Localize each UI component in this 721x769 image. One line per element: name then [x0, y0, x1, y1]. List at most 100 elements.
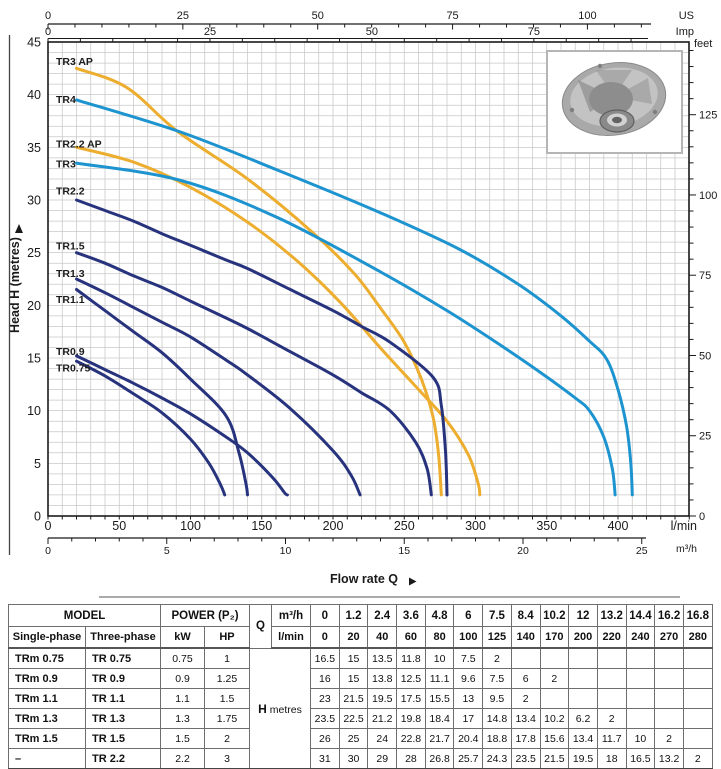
three-phase-model: TR 1.3	[85, 708, 161, 729]
head-value: 23.5	[310, 708, 340, 729]
curve-label-tr1-3: TR1.3	[56, 268, 85, 280]
head-value: 15.6	[539, 728, 570, 749]
up-arrow-icon	[15, 224, 23, 233]
y-axis-metres: 0 5 10 15 20 25 30 35 40 45	[27, 36, 41, 524]
svg-text:25: 25	[699, 431, 711, 443]
svg-text:50: 50	[112, 519, 126, 533]
table-row-tr-1-3: TRm 1.3 TR 1.3 1.3 1.75 23.5 22.5 21.2 19.8 18.4…	[8, 708, 713, 729]
head-value: 2	[654, 728, 684, 749]
q-lmin-value: 20	[338, 626, 369, 649]
q-m3h-value: 16.8	[682, 604, 713, 627]
head-value	[568, 688, 598, 709]
head-value	[654, 647, 684, 669]
head-value	[654, 688, 684, 709]
power-header: POWER (P₂)	[160, 604, 250, 627]
head-value	[625, 647, 656, 669]
curve-tr2-2	[75, 198, 449, 497]
head-value: 20.4	[453, 728, 484, 749]
svg-text:25: 25	[27, 246, 41, 260]
svg-text:25: 25	[636, 545, 648, 557]
head-value: 19.5	[568, 748, 598, 769]
svg-text:15: 15	[398, 545, 410, 557]
head-value: 25.7	[453, 748, 484, 769]
head-value: 10	[424, 647, 455, 669]
head-value	[625, 708, 656, 729]
head-value: 13.4	[568, 728, 598, 749]
head-value: 23.5	[510, 748, 541, 769]
h-metres-label: H metres	[249, 647, 311, 769]
table-row-tr-0-75: TRm 0.75 TR 0.75 0.75 1 H metres 16.5 15 13.5 11…	[8, 647, 713, 769]
curve-tr0-9	[75, 354, 289, 497]
head-value: 13	[453, 688, 484, 709]
svg-text:0: 0	[699, 511, 705, 523]
head-value: 11.8	[396, 647, 426, 669]
head-value: 21.5	[539, 748, 570, 769]
q-lmin-value: 280	[682, 626, 713, 649]
svg-text:10: 10	[280, 545, 292, 557]
svg-text:30: 30	[27, 194, 41, 208]
q-lmin-value: 0	[310, 626, 340, 649]
svg-text:15: 15	[27, 352, 41, 366]
single-phase-model: TRm 0.75	[8, 647, 86, 669]
three-phase-model: TR 1.1	[85, 688, 161, 709]
kw-value: 1.5	[160, 728, 205, 749]
hp-value: 1	[204, 647, 250, 669]
head-value: 29	[367, 748, 398, 769]
head-value: 18.8	[482, 728, 512, 749]
x-axis-impgpm: 0 25 50 75 Imp	[45, 26, 694, 42]
svg-text:Flow rate Q: Flow rate Q	[330, 572, 398, 586]
head-value	[568, 647, 598, 669]
head-value: 31	[310, 748, 340, 769]
head-value: 21.7	[424, 728, 455, 749]
curve-tr1-5	[75, 251, 433, 497]
three-phase-model: TR 1.5	[85, 728, 161, 749]
head-value: 18	[596, 748, 627, 769]
head-value: 13.2	[654, 748, 684, 769]
curve-tr3	[75, 161, 617, 497]
hp-value: 1.5	[204, 688, 250, 709]
head-value: 25	[338, 728, 369, 749]
head-value: 16	[310, 668, 340, 689]
head-value	[682, 688, 713, 709]
three-phase-header: Three-phase	[85, 626, 161, 649]
svg-text:50: 50	[699, 350, 711, 362]
q-m3h-value: 8.4	[510, 604, 541, 627]
q-unit-lmin: l/min	[271, 626, 311, 649]
table-row-tr-2-2: – TR 2.2 2.2 3 31 30 29 28 26.8 25.7 24.3 23.5 21.5 1…	[8, 748, 713, 769]
head-value: 21.5	[338, 688, 369, 709]
head-value: 24	[367, 728, 398, 749]
q-lmin-value: 170	[539, 626, 570, 649]
svg-text:20: 20	[517, 545, 529, 557]
q-m3h-value: 2.4	[367, 604, 398, 627]
svg-text:40: 40	[27, 88, 41, 102]
x-axis-lmin: 0 50 100 150 200 250 300 350 400 l/min	[45, 516, 697, 533]
table-row-tr-0-9: TRm 0.9 TR 0.9 0.9 1.25 16 15 13.8 12.5 11.1 9.6 7…	[8, 668, 713, 689]
head-value: 15	[338, 647, 369, 669]
head-value	[539, 688, 570, 709]
head-value: 6	[510, 668, 541, 689]
svg-text:250: 250	[394, 519, 415, 533]
curve-label-tr0-9: TR0.9	[56, 346, 85, 358]
svg-text:0: 0	[45, 26, 51, 38]
head-value: 16.5	[625, 748, 656, 769]
q-lmin-value: 240	[625, 626, 656, 649]
curve-label-tr1-1: TR1.1	[56, 294, 85, 306]
head-value	[596, 688, 627, 709]
head-value	[682, 668, 713, 689]
head-value	[596, 647, 627, 669]
head-value: 6.2	[568, 708, 598, 729]
head-value: 15.5	[424, 688, 455, 709]
head-value: 18.4	[424, 708, 455, 729]
hp-value: 3	[204, 748, 250, 769]
head-value: 28	[396, 748, 426, 769]
hp-value: 2	[204, 728, 250, 749]
head-value: 2	[596, 708, 627, 729]
q-lmin-value: 125	[482, 626, 512, 649]
q-m3h-value: 0	[310, 604, 340, 627]
head-value: 15	[338, 668, 369, 689]
head-value: 11.1	[424, 668, 455, 689]
head-value: 17.8	[510, 728, 541, 749]
head-value: 12.5	[396, 668, 426, 689]
